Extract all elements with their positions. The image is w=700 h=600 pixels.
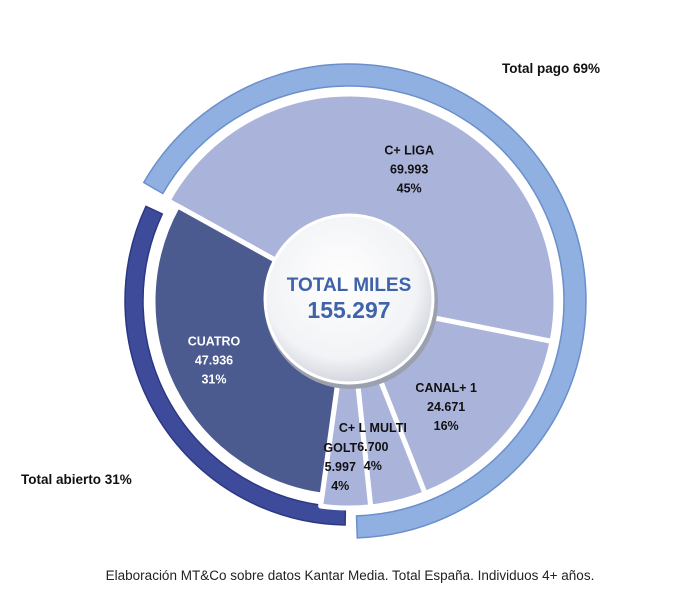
outer-ring-total-abierto	[124, 205, 347, 526]
slice-value-c-liga: 69.993	[390, 163, 428, 177]
slice-value-cuatro: 47.936	[195, 354, 233, 368]
slice-name-cuatro: CUATRO	[188, 335, 241, 349]
slice-value-golt: 5.997	[325, 460, 356, 474]
slice-name-c-liga: C+ LIGA	[384, 144, 434, 158]
center-title: TOTAL MILES	[287, 275, 412, 296]
slice-value-c-l-multi: 6.700	[357, 440, 388, 454]
ring-labels: Total pago 69% Total abierto 31%	[21, 61, 600, 487]
slice-percent-c-l-multi: 4%	[364, 459, 382, 473]
ring-label-total-pago: Total pago 69%	[502, 61, 600, 76]
center-badge: TOTAL MILES 155.297	[263, 213, 438, 389]
slice-labels: C+ LIGA 69.993 45% CANAL+ 1 24.671 16% C+ L MU…	[188, 144, 477, 493]
outer-ring	[124, 63, 587, 539]
slice-percent-cuatro: 31%	[201, 373, 226, 387]
slice-name-canal-1: CANAL+ 1	[415, 381, 477, 395]
slice-value-canal-1: 24.671	[427, 400, 465, 414]
slice-percent-canal-1: 16%	[434, 419, 459, 433]
slice-percent-golt: 4%	[331, 479, 349, 493]
slice-name-c-l-multi: C+ L MULTI	[339, 421, 407, 435]
ring-label-total-abierto: Total abierto 31%	[21, 472, 132, 487]
center-circle	[263, 213, 435, 385]
slice-percent-c-liga: 45%	[397, 182, 422, 196]
slice-name-golt: GOLT	[323, 441, 357, 455]
slice-golt	[318, 298, 374, 511]
source-caption: Elaboración MT&Co sobre datos Kantar Med…	[105, 568, 595, 583]
center-value: 155.297	[307, 297, 390, 323]
outer-ring-total-pago	[142, 63, 587, 539]
